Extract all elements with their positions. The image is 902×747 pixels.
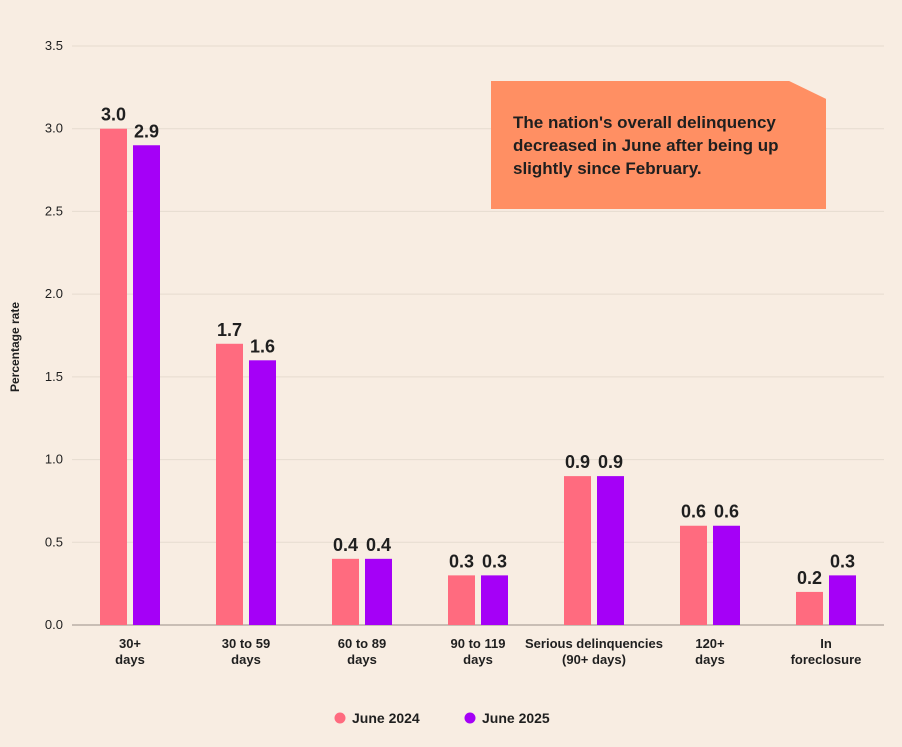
value-label: 0.3: [449, 551, 474, 571]
y-tick-label: 3.0: [45, 121, 63, 136]
legend: June 2024 June 2025: [334, 710, 550, 726]
x-tick-label-line: foreclosure: [791, 652, 862, 667]
x-tick-label-line: In: [820, 636, 832, 651]
y-tick-label: 3.5: [45, 38, 63, 53]
value-label: 0.6: [681, 502, 706, 522]
bar-june-2024: [448, 575, 475, 625]
y-tick-label: 2.5: [45, 203, 63, 218]
x-tick-label-line: days: [115, 652, 145, 667]
annotation-text: The nation's overall delinquency decreas…: [513, 113, 779, 178]
legend-label: June 2025: [482, 710, 550, 726]
bars: [100, 128, 856, 625]
x-tick-label-line: 30 to 59: [222, 636, 270, 651]
y-axis-label: Percentage rate: [8, 302, 22, 392]
bar-june-2025: [481, 575, 508, 625]
value-label: 0.2: [797, 568, 822, 588]
x-tick-label-line: (90+ days): [562, 652, 626, 667]
gridlines: [72, 45, 884, 626]
y-tick-label: 0.0: [45, 617, 63, 632]
x-tick-label: 30+ days: [115, 636, 145, 667]
value-label: 2.9: [134, 121, 159, 141]
annotation-callout: The nation's overall delinquency decreas…: [491, 81, 826, 209]
bar-june-2025: [597, 476, 624, 625]
value-label: 0.9: [565, 452, 590, 472]
bar-june-2025: [829, 575, 856, 625]
x-tick-label-line: 60 to 89: [338, 636, 386, 651]
y-tick-label: 1.5: [45, 369, 63, 384]
x-tick-label: 90 to 119 days: [451, 636, 506, 667]
x-tick-label-line: days: [695, 652, 725, 667]
x-tick-label-line: 120+: [695, 636, 725, 651]
bar-june-2024: [332, 558, 359, 625]
x-tick-label: 60 to 89 days: [338, 636, 386, 667]
bar-june-2024: [680, 525, 707, 625]
x-tick-label-line: days: [231, 652, 261, 667]
bar-june-2024: [100, 128, 127, 625]
value-label: 0.3: [830, 551, 855, 571]
x-tick-label-line: Serious delinquencies: [525, 636, 663, 651]
value-label: 0.9: [598, 452, 623, 472]
value-labels: 3.0 2.9 1.7 1.6 0.4 0.4 0.3 0.3 0.9 0.9 0.6 0.6 0.2 0…: [101, 105, 855, 588]
bar-june-2025: [713, 525, 740, 625]
value-label: 0.6: [714, 502, 739, 522]
y-tick-label: 1.0: [45, 452, 63, 467]
x-tick-label-line: 90 to 119: [451, 636, 506, 651]
legend-marker: [464, 712, 476, 724]
value-label: 0.3: [482, 551, 507, 571]
value-label: 1.6: [250, 336, 275, 356]
x-tick-label: 120+ days: [695, 636, 725, 667]
bar-june-2025: [249, 360, 276, 625]
bar-june-2025: [365, 558, 392, 625]
x-tick-label-line: 30+: [119, 636, 141, 651]
bar-june-2024: [796, 591, 823, 625]
y-axis-ticks: 0.0 0.5 1.0 1.5 2.0 2.5 3.0 3.5: [45, 38, 63, 632]
value-label: 3.0: [101, 105, 126, 125]
bar-june-2025: [133, 145, 160, 625]
x-tick-label: 30 to 59 days: [222, 636, 270, 667]
bar-june-2024: [216, 343, 243, 625]
x-tick-label-line: days: [463, 652, 493, 667]
y-tick-label: 2.0: [45, 286, 63, 301]
value-label: 0.4: [366, 535, 391, 555]
y-tick-label: 0.5: [45, 534, 63, 549]
x-tick-label: In foreclosure: [791, 636, 862, 667]
value-label: 1.7: [217, 320, 242, 340]
x-tick-label-line: days: [347, 652, 377, 667]
legend-marker: [334, 712, 346, 724]
bar-june-2024: [564, 476, 591, 625]
x-tick-label: Serious delinquencies (90+ days): [525, 636, 663, 667]
value-label: 0.4: [333, 535, 358, 555]
legend-label: June 2024: [352, 710, 420, 726]
